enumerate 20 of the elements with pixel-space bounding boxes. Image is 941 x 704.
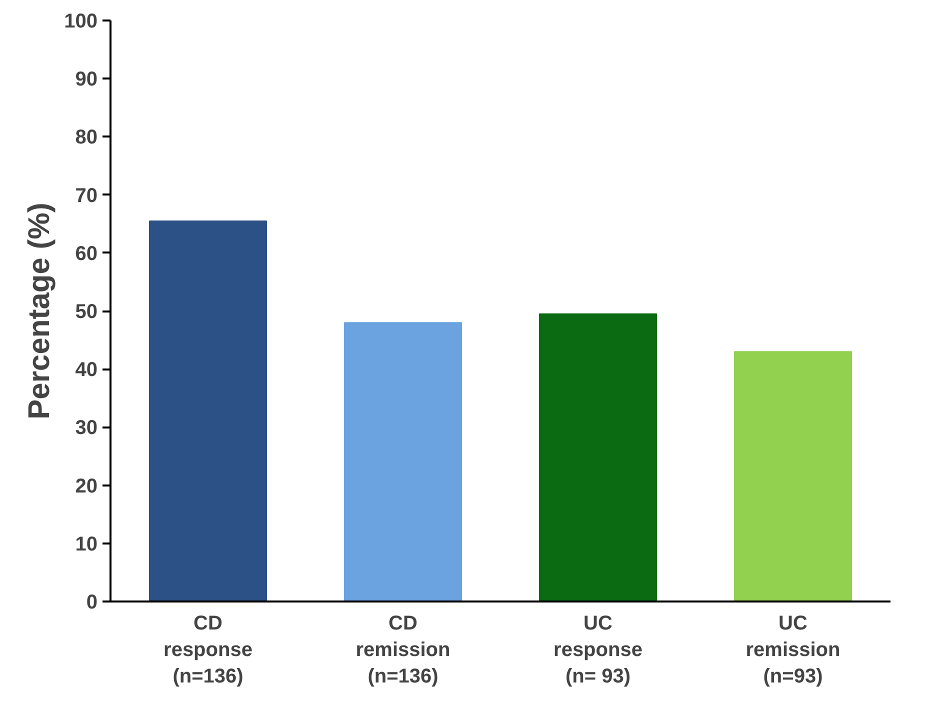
- x-tick-label: UC remission (n=93): [746, 612, 840, 688]
- bar: [539, 313, 657, 602]
- y-tick-label: 0: [86, 592, 98, 614]
- y-tick-label: 70: [75, 184, 98, 207]
- y-tick-label: 20: [75, 475, 98, 498]
- y-tick-label: 50: [75, 301, 98, 323]
- y-tick-label: 80: [75, 126, 98, 149]
- bar: [734, 351, 852, 602]
- y-tick-label: 30: [75, 417, 98, 440]
- x-tick-label: CD remission (n=136): [356, 612, 450, 688]
- y-axis-title: Percentage (%): [23, 202, 56, 420]
- bar: [149, 220, 267, 602]
- y-tick-label: 10: [75, 533, 98, 556]
- x-tick-label: CD response (n=136): [164, 612, 252, 688]
- bar: [344, 322, 462, 602]
- x-tick-label: UC response (n= 93): [554, 612, 642, 688]
- y-tick-label: 40: [75, 359, 98, 382]
- y-tick-label: 90: [75, 68, 98, 91]
- y-tick-label: 60: [75, 242, 98, 265]
- y-tick-label: 100: [64, 10, 98, 32]
